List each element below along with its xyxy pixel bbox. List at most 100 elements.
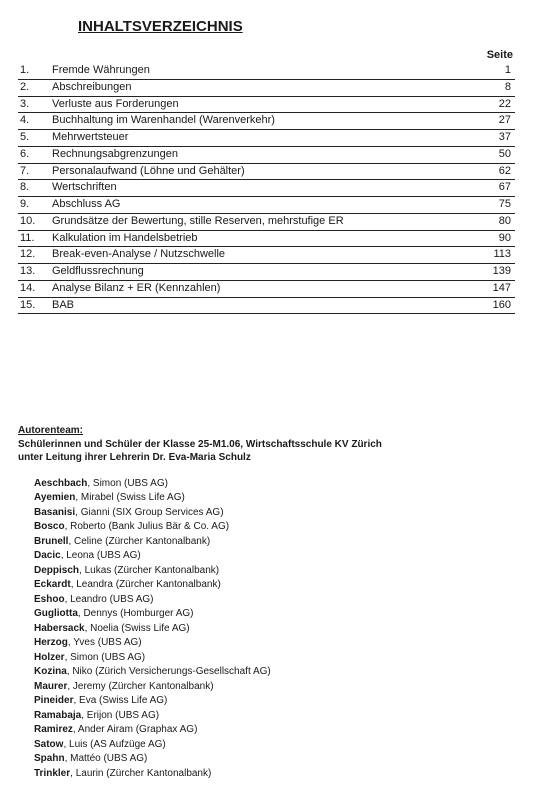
toc-number: 14. — [18, 280, 50, 297]
author-entry: Satow, Luis (AS Aufzüge AG) — [34, 738, 515, 752]
toc-title: Buchhaltung im Warenhandel (Warenverkehr… — [50, 113, 469, 130]
toc-row: 15.BAB160 — [18, 297, 515, 314]
toc-row: 2.Abschreibungen8 — [18, 79, 515, 96]
author-rest: , Ander Airam (Graphax AG) — [73, 724, 198, 735]
toc-row: 1.Fremde Währungen1 — [18, 63, 515, 79]
toc-number: 8. — [18, 180, 50, 197]
toc-page: 139 — [469, 264, 515, 281]
toc-number: 9. — [18, 197, 50, 214]
author-surname: Pineider — [34, 695, 73, 706]
author-surname: Spahn — [34, 753, 65, 764]
toc-title: Grundsätze der Bewertung, stille Reserve… — [50, 213, 469, 230]
author-surname: Deppisch — [34, 565, 79, 576]
toc-page: 75 — [469, 197, 515, 214]
toc-title: Kalkulation im Handelsbetrieb — [50, 230, 469, 247]
authors-section: Autorenteam: Schülerinnen und Schüler de… — [18, 424, 515, 780]
table-of-contents: 1.Fremde Währungen12.Abschreibungen83.Ve… — [18, 63, 515, 314]
author-entry: Maurer, Jeremy (Zürcher Kantonalbank) — [34, 680, 515, 694]
author-rest: , Luis (AS Aufzüge AG) — [63, 739, 165, 750]
authors-subline-2: unter Leitung ihrer Lehrerin Dr. Eva-Mar… — [18, 451, 515, 465]
author-rest: , Mirabel (Swiss Life AG) — [75, 492, 184, 503]
toc-page: 147 — [469, 280, 515, 297]
toc-row: 12.Break-even-Analyse / Nutzschwelle113 — [18, 247, 515, 264]
author-entry: Pineider, Eva (Swiss Life AG) — [34, 694, 515, 708]
toc-page: 80 — [469, 213, 515, 230]
toc-number: 3. — [18, 96, 50, 113]
author-surname: Satow — [34, 739, 63, 750]
author-rest: , Mattéo (UBS AG) — [65, 753, 148, 764]
toc-title: Fremde Währungen — [50, 63, 469, 79]
author-entry: Brunell, Celine (Zürcher Kantonalbank) — [34, 535, 515, 549]
toc-number: 5. — [18, 130, 50, 147]
author-entry: Aeschbach, Simon (UBS AG) — [34, 477, 515, 491]
document-page: INHALTSVERZEICHNIS Seite 1.Fremde Währun… — [0, 0, 533, 791]
toc-number: 2. — [18, 79, 50, 96]
author-surname: Ayemien — [34, 492, 75, 503]
authors-heading: Autorenteam: — [18, 424, 515, 438]
toc-page: 27 — [469, 113, 515, 130]
authors-list: Aeschbach, Simon (UBS AG)Ayemien, Mirabe… — [34, 477, 515, 781]
author-rest: , Dennys (Homburger AG) — [78, 608, 194, 619]
author-surname: Brunell — [34, 536, 68, 547]
author-entry: Ayemien, Mirabel (Swiss Life AG) — [34, 491, 515, 505]
author-entry: Holzer, Simon (UBS AG) — [34, 651, 515, 665]
author-rest: , Yves (UBS AG) — [68, 637, 142, 648]
toc-title: Abschluss AG — [50, 197, 469, 214]
toc-title: Break-even-Analyse / Nutzschwelle — [50, 247, 469, 264]
author-rest: , Eva (Swiss Life AG) — [73, 695, 167, 706]
author-surname: Kozina — [34, 666, 67, 677]
author-surname: Trinkler — [34, 768, 70, 779]
author-entry: Bosco, Roberto (Bank Julius Bär & Co. AG… — [34, 520, 515, 534]
toc-row: 8.Wertschriften67 — [18, 180, 515, 197]
toc-page: 37 — [469, 130, 515, 147]
author-surname: Habersack — [34, 623, 85, 634]
toc-page: 1 — [469, 63, 515, 79]
toc-number: 13. — [18, 264, 50, 281]
toc-row: 3.Verluste aus Forderungen22 — [18, 96, 515, 113]
author-rest: , Leandra (Zürcher Kantonalbank) — [71, 579, 221, 590]
author-entry: Gugliotta, Dennys (Homburger AG) — [34, 607, 515, 621]
toc-row: 5.Mehrwertsteuer37 — [18, 130, 515, 147]
author-entry: Eckardt, Leandra (Zürcher Kantonalbank) — [34, 578, 515, 592]
author-surname: Aeschbach — [34, 478, 87, 489]
author-entry: Trinkler, Laurin (Zürcher Kantonalbank) — [34, 767, 515, 781]
toc-page: 90 — [469, 230, 515, 247]
toc-number: 11. — [18, 230, 50, 247]
author-rest: , Gianni (SIX Group Services AG) — [75, 507, 223, 518]
author-surname: Basanisi — [34, 507, 75, 518]
toc-page: 67 — [469, 180, 515, 197]
author-surname: Gugliotta — [34, 608, 78, 619]
toc-number: 1. — [18, 63, 50, 79]
toc-title: Rechnungsabgrenzungen — [50, 146, 469, 163]
toc-title: Geldflussrechnung — [50, 264, 469, 281]
author-surname: Ramirez — [34, 724, 73, 735]
author-rest: , Roberto (Bank Julius Bär & Co. AG) — [65, 521, 230, 532]
toc-title: BAB — [50, 297, 469, 314]
toc-row: 4.Buchhaltung im Warenhandel (Warenverke… — [18, 113, 515, 130]
author-entry: Herzog, Yves (UBS AG) — [34, 636, 515, 650]
toc-number: 4. — [18, 113, 50, 130]
toc-page: 8 — [469, 79, 515, 96]
toc-row: 10.Grundsätze der Bewertung, stille Rese… — [18, 213, 515, 230]
toc-number: 15. — [18, 297, 50, 314]
author-rest: , Jeremy (Zürcher Kantonalbank) — [67, 681, 213, 692]
author-surname: Herzog — [34, 637, 68, 648]
author-surname: Maurer — [34, 681, 67, 692]
toc-title: Wertschriften — [50, 180, 469, 197]
toc-title: Abschreibungen — [50, 79, 469, 96]
author-rest: , Laurin (Zürcher Kantonalbank) — [70, 768, 211, 779]
author-surname: Ramabaja — [34, 710, 81, 721]
author-entry: Eshoo, Leandro (UBS AG) — [34, 593, 515, 607]
author-entry: Basanisi, Gianni (SIX Group Services AG) — [34, 506, 515, 520]
author-rest: , Leona (UBS AG) — [61, 550, 141, 561]
author-rest: , Simon (UBS AG) — [87, 478, 168, 489]
toc-title: Mehrwertsteuer — [50, 130, 469, 147]
author-rest: , Celine (Zürcher Kantonalbank) — [68, 536, 210, 547]
toc-number: 7. — [18, 163, 50, 180]
author-rest: , Erijon (UBS AG) — [81, 710, 159, 721]
toc-row: 13.Geldflussrechnung139 — [18, 264, 515, 281]
toc-number: 6. — [18, 146, 50, 163]
author-surname: Eckardt — [34, 579, 71, 590]
page-column-label: Seite — [18, 49, 513, 61]
author-rest: , Niko (Zürich Versicherungs-Gesellschaf… — [67, 666, 271, 677]
